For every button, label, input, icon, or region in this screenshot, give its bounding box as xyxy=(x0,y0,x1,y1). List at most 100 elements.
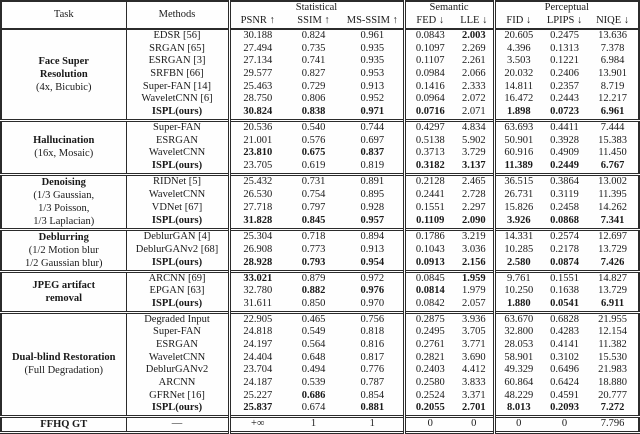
metric-value-cell: 8.013 xyxy=(492,402,543,417)
metric-value-cell: 30.824 xyxy=(227,106,285,121)
metric-value-cell: 2.728 xyxy=(461,188,486,200)
metric-value-cell: 7.341 xyxy=(600,214,625,226)
metric-value-cell: 0.3713 xyxy=(402,147,456,160)
table-row: ISPL(ours) 23.705 0.619 0.819 0.3182 3.137 11.… xyxy=(1,159,639,175)
metric-value-cell: 24.818 xyxy=(227,326,285,339)
metric-value-cell: 0.731 xyxy=(301,175,326,187)
task-line: JPEG artifact xyxy=(32,279,96,291)
metric-value-cell: 0.2495 xyxy=(402,326,456,339)
metric-value-cell: 0.882 xyxy=(301,285,326,297)
metric-value-cell: 12.217 xyxy=(598,93,627,105)
metric-value-cell: 26.731 xyxy=(492,188,543,202)
metric-value-cell: 60.916 xyxy=(492,147,543,160)
metric-header-lpips: LPIPS ↓ xyxy=(546,15,583,27)
metric-value-cell: 11.382 xyxy=(598,338,627,350)
task-line: (1/2 Motion blur xyxy=(28,244,99,256)
metric-value-cell: 27.494 xyxy=(227,42,285,56)
table-row: Super-FAN [14] 25.463 0.729 0.913 0.1416 2.33… xyxy=(1,80,639,94)
metric-value-cell: 0.540 xyxy=(301,121,326,133)
metric-value-cell: +∞ xyxy=(227,416,285,433)
metric-value-cell: 0.675 xyxy=(301,147,326,159)
table-row: Hallucination (16x, Mosaic) Super-FAN 20.53… xyxy=(1,120,639,159)
metric-value-cell: 25.304 xyxy=(227,229,285,244)
metric-value-cell: 13.729 xyxy=(598,285,627,297)
metric-value-cell: 48.229 xyxy=(492,389,543,403)
metric-value-cell: 0.1786 xyxy=(402,229,456,244)
metric-value-cell: 0.6828 xyxy=(550,313,579,325)
metric-value-cell: 25.432 xyxy=(227,174,285,189)
task-line: Hallucination xyxy=(33,135,95,147)
metric-value-cell: 10.285 xyxy=(492,243,543,257)
method-cell: ARCNN [69] xyxy=(125,271,229,286)
metric-value-cell: 0.697 xyxy=(360,134,385,146)
metric-value-cell: 0.648 xyxy=(301,351,326,363)
metric-value-cell: 28.750 xyxy=(227,93,285,107)
metric-value-cell: 0.854 xyxy=(360,389,385,401)
metric-value-cell: 1.898 xyxy=(492,106,543,121)
metric-value-cell: 0.838 xyxy=(301,106,326,118)
method-cell: GFRNet [16] xyxy=(125,389,229,403)
metric-value-cell: 1.959 xyxy=(461,272,486,284)
method-cell: Degraded Input xyxy=(125,312,229,327)
task-cell: FFHQ GT xyxy=(1,417,126,433)
metric-header-ms-ssim: MS-SSIM ↑ xyxy=(346,15,398,27)
metric-value-cell: 25.227 xyxy=(227,389,285,403)
metric-value-cell: 20.777 xyxy=(598,389,627,401)
table-row: ESRGAN [3] 27.134 0.741 0.935 0.1107 2.261 3.5… xyxy=(1,55,639,69)
metric-value-cell: 0.5138 xyxy=(402,134,456,148)
method-cell: RIDNet [5] xyxy=(125,174,229,189)
metric-value-cell: 0.674 xyxy=(301,402,326,414)
task-line: Dual-blind Restoration xyxy=(11,352,116,364)
metric-value-cell: 0.2821 xyxy=(402,351,456,365)
metric-value-cell: 2.072 xyxy=(461,93,486,105)
method-cell: ISPL(ours) xyxy=(125,214,229,230)
metric-value-cell: 15.826 xyxy=(492,201,543,215)
metric-value-cell: 0.754 xyxy=(301,188,326,200)
metric-value-cell: 7.426 xyxy=(600,256,625,268)
metric-value-cell: 0.4297 xyxy=(402,120,456,135)
table-row: Face Super Resolution (4x, Bicubic) EDSR [5… xyxy=(1,29,639,93)
metric-value-cell: 6.961 xyxy=(600,106,625,118)
metric-value-cell: 21.001 xyxy=(227,134,285,148)
method-cell: ISPL(ours) xyxy=(125,106,229,121)
metric-value-cell: 0.1551 xyxy=(550,272,579,284)
metric-value-cell: 60.864 xyxy=(492,376,543,390)
metric-value-cell: 24.404 xyxy=(227,351,285,365)
metric-value-cell: 0.970 xyxy=(360,297,385,309)
task-line: 1/3 Laplacian) xyxy=(33,215,95,227)
metric-value-cell: 3.690 xyxy=(461,351,486,363)
metric-value-cell: 2.156 xyxy=(461,256,486,268)
metric-value-cell: 4.412 xyxy=(461,364,486,376)
metric-value-cell: 1.979 xyxy=(461,285,486,297)
metric-value-cell: 0.2875 xyxy=(402,312,456,327)
group-header-statistical: Statistical xyxy=(227,1,405,15)
metric-value-cell: 4.396 xyxy=(492,42,543,56)
metric-value-cell: 0.928 xyxy=(360,201,385,213)
metric-value-cell: 0.3928 xyxy=(550,134,579,146)
metric-value-cell: 23.704 xyxy=(227,364,285,377)
method-cell: ESRGAN xyxy=(125,338,229,352)
metric-value-cell: 20.536 xyxy=(227,120,285,135)
metric-value-cell: 0.954 xyxy=(360,256,385,268)
task-line: Deblurring xyxy=(38,231,89,243)
task-line: (16x, Mosaic) xyxy=(34,148,94,160)
metric-value-cell: 0.2458 xyxy=(550,201,579,213)
metric-value-cell: 58.901 xyxy=(492,351,543,365)
metric-value-cell: 0.2178 xyxy=(550,243,579,255)
metric-value-cell: 0.895 xyxy=(360,188,385,200)
metric-value-cell: 0 xyxy=(471,418,477,430)
method-cell: WaveletCNN xyxy=(125,188,229,202)
metric-value-cell: 27.718 xyxy=(227,201,285,215)
metric-value-cell: 50.901 xyxy=(492,134,543,148)
metric-value-cell: 0.819 xyxy=(360,159,385,171)
task-cell: JPEG artifact removal xyxy=(1,271,126,312)
metric-value-cell: 25.463 xyxy=(227,80,285,94)
header-metric-row: PSNR ↑ SSIM ↑ MS-SSIM ↑ FED ↓ LLE ↓ FID … xyxy=(1,15,639,29)
metric-value-cell: 2.580 xyxy=(492,256,543,272)
table-row: ESRGAN 21.001 0.576 0.697 0.5138 5.902 50.901 0… xyxy=(1,134,639,148)
metric-value-cell: 0.2055 xyxy=(402,402,456,417)
metric-value-cell: 6.984 xyxy=(600,55,625,67)
metric-value-cell: 3.219 xyxy=(461,230,486,242)
metric-value-cell: 0.827 xyxy=(301,68,326,80)
task-block: Hallucination (16x, Mosaic) Super-FAN 20.53… xyxy=(1,120,640,175)
